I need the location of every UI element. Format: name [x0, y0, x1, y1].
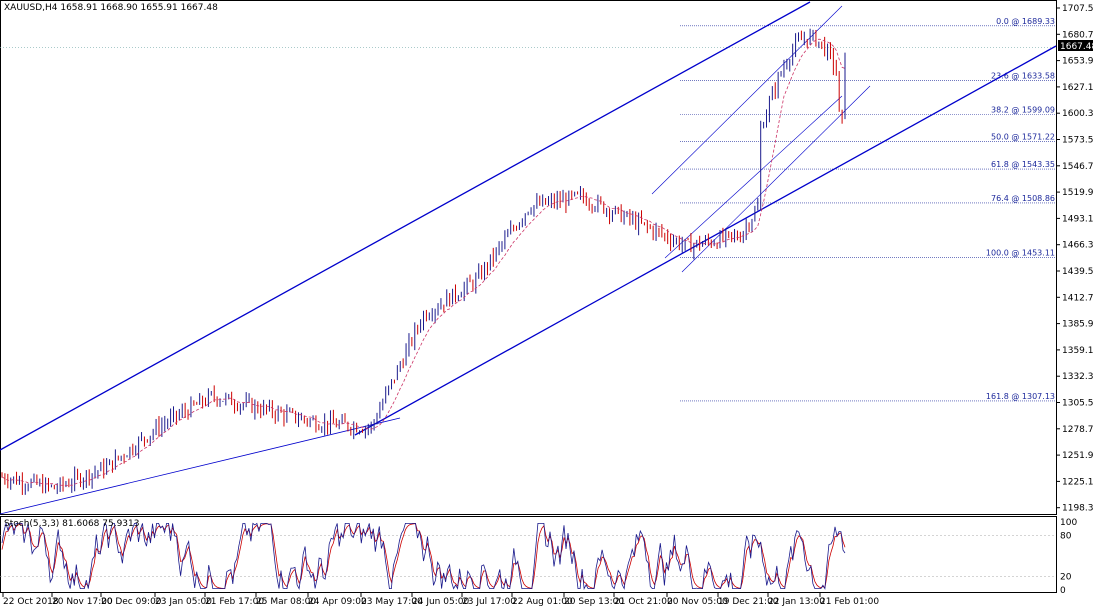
price-tick-label: 1519.90: [1062, 188, 1093, 198]
trend-line: [664, 95, 843, 259]
fib-level-label: 38.2 @ 1599.09: [991, 105, 1055, 114]
fib-level-label: 100.0 @ 1453.11: [986, 249, 1055, 258]
moving-average: [1, 38, 846, 487]
price-tick-label: 1278.70: [1062, 425, 1093, 435]
fib-level-label: 0.0 @ 1689.33: [996, 17, 1055, 26]
price-tick-label: 1332.30: [1062, 372, 1093, 382]
fib-level-label: 61.8 @ 1543.35: [991, 160, 1055, 169]
time-tick-label: 20 Sep 13:00: [564, 597, 624, 607]
price-tick-label: 1359.10: [1062, 346, 1093, 356]
price-tick-label: 1225.10: [1062, 477, 1093, 487]
stochastic-oscillator: 100 80 20 0: [0, 518, 1077, 596]
stoch-signal-line: [1, 523, 846, 589]
time-tick-label: 23 Jul 17:00: [462, 597, 516, 607]
ma-line: [1, 38, 846, 487]
time-tick-label: 23 May 17:00: [361, 597, 423, 607]
fib-level-label: 161.8 @ 1307.13: [986, 392, 1055, 401]
price-tick-label: 1680.70: [1062, 30, 1093, 40]
time-tick-label: 20 Nov 05:00: [667, 597, 728, 607]
price-axis: 1707.50 1680.70 1653.90 1627.10 1600.30 1573.…: [1056, 4, 1093, 514]
price-tick-label: 1466.30: [1062, 241, 1093, 251]
current-price-label: 1667.48: [1060, 42, 1093, 52]
time-tick-label: 24 Jun 05:00: [412, 597, 469, 607]
price-tick-label: 1198.30: [1062, 504, 1093, 514]
trend-channels: [0, 1, 1057, 515]
price-tick-label: 1573.50: [1062, 136, 1093, 146]
time-tick-label: 23 Jan 05:00: [155, 597, 212, 607]
price-tick-label: 1412.70: [1062, 293, 1093, 303]
time-tick-label: 21 Feb 01:00: [820, 597, 879, 607]
price-tick-label: 1385.90: [1062, 320, 1093, 330]
fib-level-label: 50.0 @ 1571.22: [991, 133, 1055, 142]
time-tick-label: 20 Dec 09:00: [101, 597, 162, 607]
time-tick-label: 21 Oct 21:00: [614, 597, 673, 607]
price-tick-label: 1439.50: [1062, 267, 1093, 277]
stoch-tick-label: 20: [1060, 572, 1072, 582]
time-tick-label: 21 Feb 17:00: [205, 597, 264, 607]
time-tick-label: 19 Dec 21:00: [718, 597, 779, 607]
time-tick-label: 22 Aug 01:00: [512, 597, 573, 607]
stochastic-panel-frame: [0, 516, 1057, 593]
time-tick-label: 25 Mar 08:00: [256, 597, 316, 607]
fib-level-label: 23.6 @ 1633.58: [991, 72, 1055, 81]
price-tick-label: 1493.10: [1062, 214, 1093, 224]
price-tick-label: 1600.30: [1062, 109, 1093, 119]
time-tick-label: 22 Jan 13:00: [768, 597, 825, 607]
price-tick-label: 1251.90: [1062, 451, 1093, 461]
candlestick-series: [1, 28, 846, 495]
price-tick-label: 1707.50: [1062, 4, 1093, 14]
price-tick-label: 1546.70: [1062, 162, 1093, 172]
stoch-main-line: [1, 521, 846, 590]
stoch-tick-label: 100: [1060, 518, 1077, 528]
fib-level-label: 76.4 @ 1508.86: [991, 194, 1055, 203]
trend-line: [0, 417, 401, 515]
price-tick-label: 1305.50: [1062, 399, 1093, 409]
stoch-tick-label: 0: [1060, 586, 1066, 596]
time-tick-label: 20 Nov 17:00: [52, 597, 113, 607]
stoch-tick-label: 80: [1060, 532, 1072, 542]
trend-line: [0, 1, 811, 451]
symbol-header: XAUUSD,H4 1658.91 1668.90 1655.91 1667.4…: [4, 3, 218, 13]
price-tick-label: 1627.10: [1062, 83, 1093, 93]
time-tick-label: 22 Oct 2018: [3, 597, 59, 607]
trend-line: [681, 85, 871, 273]
fibonacci-levels: 0.0 @ 1689.33 23.6 @ 1633.58 38.2 @ 1599.0…: [0, 17, 1056, 402]
current-price-marker: [1058, 40, 1093, 51]
price-tick-label: 1653.90: [1062, 57, 1093, 67]
main-panel-frame: [0, 0, 1057, 515]
time-tick-label: 24 Apr 09:00: [308, 597, 367, 607]
stochastic-label: Stoch(5,3,3) 81.6068 75.9313: [4, 519, 139, 529]
